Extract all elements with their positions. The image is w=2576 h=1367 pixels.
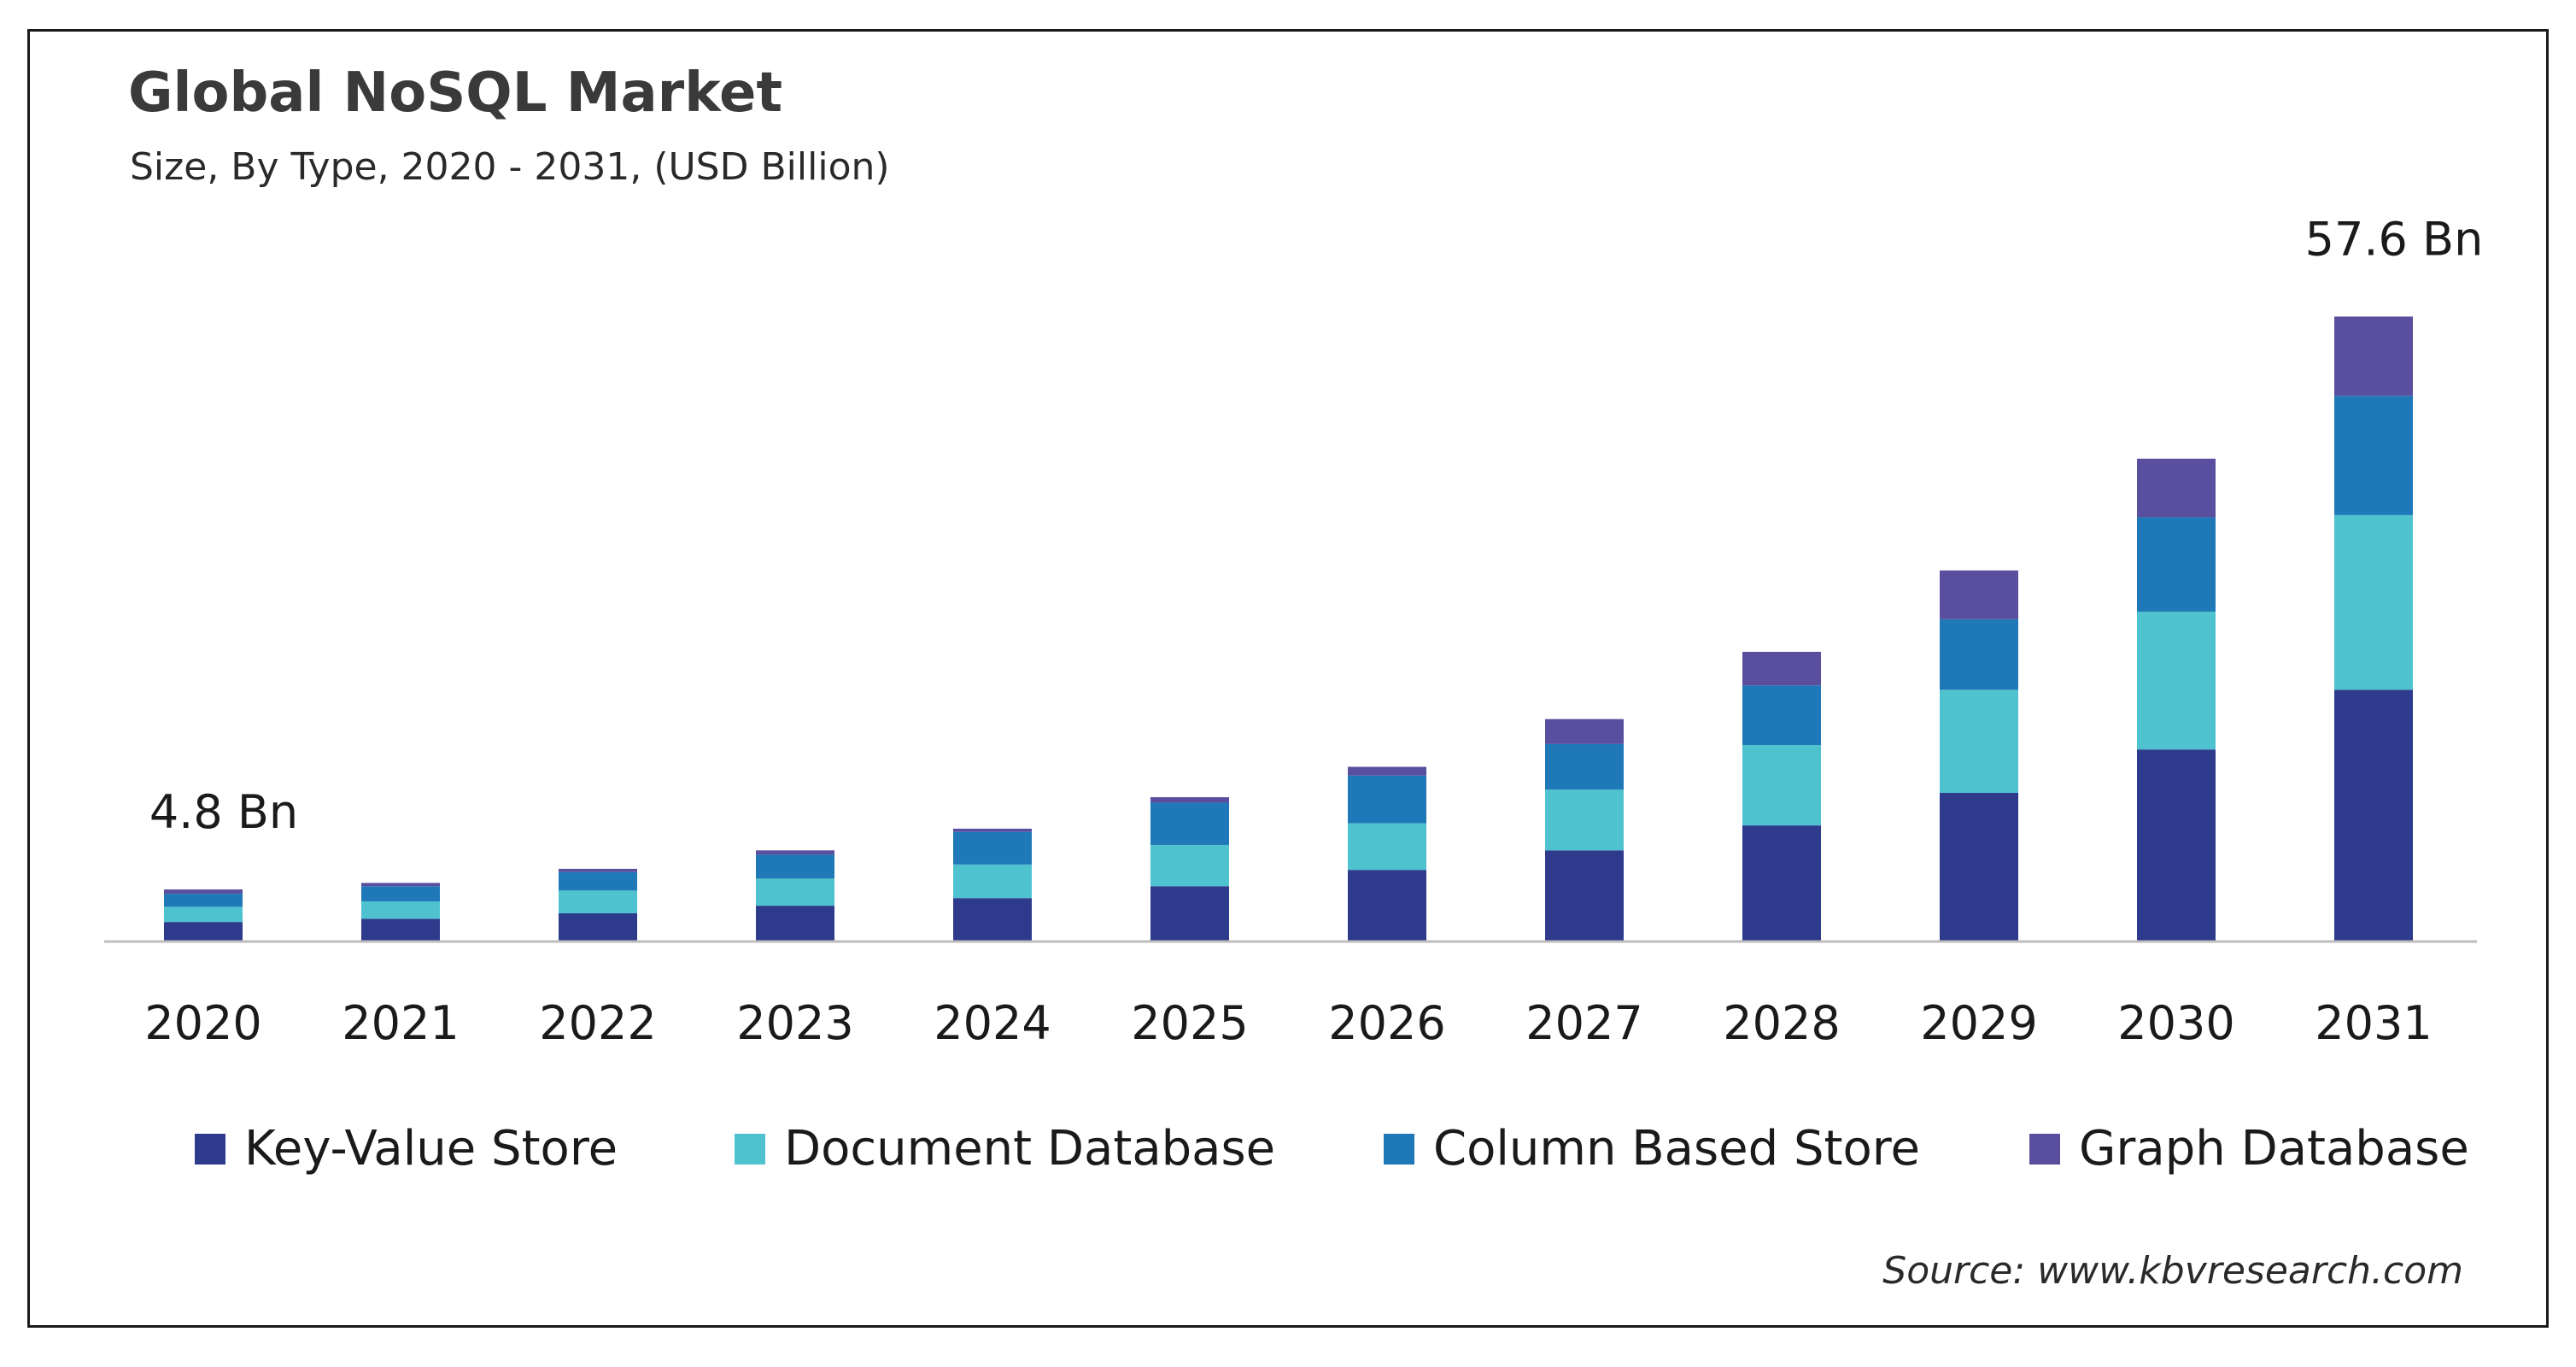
bar-segment-2025-document-database xyxy=(1150,844,1229,887)
bar-segment-2027-graph-database xyxy=(1545,719,1624,744)
bar-segment-2031-column-based-store xyxy=(2334,396,2413,515)
bar-segment-2020-key-value-store xyxy=(164,922,243,942)
bar-segment-2028-document-database xyxy=(1742,745,1821,826)
legend-item-column-based-store: Column Based Store xyxy=(1384,1121,1920,1176)
bar-segment-2022-key-value-store xyxy=(559,912,637,942)
bar-segment-2031-document-database xyxy=(2334,514,2413,690)
bar-segment-2022-document-database xyxy=(559,890,637,913)
x-tick-label-2020: 2020 xyxy=(144,996,261,1050)
bar-segment-2022-graph-database xyxy=(559,868,637,872)
bar-segment-2021-key-value-store xyxy=(361,918,440,942)
bar-segment-2024-column-based-store xyxy=(953,831,1032,865)
bar-segment-2021-graph-database xyxy=(361,883,440,887)
bar-segment-2026-document-database xyxy=(1348,823,1426,871)
bar-segment-2021-column-based-store xyxy=(361,886,440,902)
bar-segment-2021-document-database xyxy=(361,901,440,919)
bar-segment-2025-column-based-store xyxy=(1150,802,1229,845)
bar-segment-2028-graph-database xyxy=(1742,651,1821,686)
data-label-2031: 57.6 Bn xyxy=(2305,212,2484,266)
stacked-bar-chart: 2020 2021 2022 2023 2024 2025 2026 2027 2028 2029… xyxy=(104,212,2484,1050)
bar-segment-2030-key-value-store xyxy=(2137,749,2216,942)
bar-segment-2029-key-value-store xyxy=(1940,793,2018,942)
bar-segment-2026-graph-database xyxy=(1348,766,1426,776)
x-tick-label-2028: 2028 xyxy=(1723,996,1840,1050)
chart-subtitle: Size, By Type, 2020 - 2031, (USD Billion… xyxy=(130,145,890,189)
bar-segment-2027-document-database xyxy=(1545,789,1624,851)
bar-segment-2031-key-value-store xyxy=(2334,689,2413,942)
x-tick-label-2023: 2023 xyxy=(736,996,853,1050)
x-tick-label-2029: 2029 xyxy=(1920,996,2037,1050)
x-tick-label-2022: 2022 xyxy=(539,996,656,1050)
bar-segment-2029-column-based-store xyxy=(1940,619,2018,690)
bar-segment-2028-column-based-store xyxy=(1742,685,1821,746)
legend-label: Graph Database xyxy=(2079,1121,2469,1176)
legend-swatch xyxy=(2029,1133,2060,1165)
x-tick-label-2026: 2026 xyxy=(1328,996,1445,1050)
legend-label: Column Based Store xyxy=(1433,1121,1920,1176)
legend-label: Key-Value Store xyxy=(244,1121,618,1176)
bar-segment-2020-graph-database xyxy=(164,889,243,895)
legend-swatch xyxy=(1384,1133,1414,1165)
data-label-2020: 4.8 Bn xyxy=(149,785,298,839)
legend-swatch xyxy=(735,1133,765,1165)
x-tick-label-2024: 2024 xyxy=(934,996,1051,1050)
bar-segment-2023-graph-database xyxy=(756,850,834,855)
bar-segment-2028-key-value-store xyxy=(1742,825,1821,942)
chart-title: Global NoSQL Market xyxy=(128,62,783,125)
x-tick-label-2021: 2021 xyxy=(342,996,459,1050)
legend-label: Document Database xyxy=(784,1121,1276,1176)
bar-segment-2022-column-based-store xyxy=(559,871,637,891)
chart-frame xyxy=(27,29,2549,1328)
bar-segment-2020-column-based-store xyxy=(164,894,243,907)
x-tick-labels: 2020 2021 2022 2023 2024 2025 2026 2027 2028 2029… xyxy=(144,996,2432,1050)
bar-segment-2023-key-value-store xyxy=(756,906,834,942)
bar-segment-2027-column-based-store xyxy=(1545,743,1624,790)
bar-segment-2030-document-database xyxy=(2137,611,2216,750)
bar-segment-2030-column-based-store xyxy=(2137,517,2216,612)
data-labels: 4.8 Bn 57.6 Bn xyxy=(149,212,2484,839)
x-tick-label-2027: 2027 xyxy=(1525,996,1642,1050)
bar-segment-2023-document-database xyxy=(756,878,834,906)
legend-item-key-value-store: Key-Value Store xyxy=(195,1121,618,1176)
bar-segment-2029-document-database xyxy=(1940,689,2018,794)
bar-segment-2030-graph-database xyxy=(2137,458,2216,518)
bar-segment-2024-key-value-store xyxy=(953,898,1032,942)
bar-segment-2031-graph-database xyxy=(2334,316,2413,396)
x-tick-label-2030: 2030 xyxy=(2117,996,2234,1050)
bar-segment-2020-document-database xyxy=(164,906,243,923)
source-note: Source: www.kbvresearch.com xyxy=(1882,1249,2463,1293)
bar-segment-2026-key-value-store xyxy=(1348,870,1426,942)
bar-segment-2029-graph-database xyxy=(1940,570,2018,619)
bar-segment-2024-document-database xyxy=(953,864,1032,899)
legend-item-graph-database: Graph Database xyxy=(2029,1121,2469,1176)
bar-segment-2026-column-based-store xyxy=(1348,775,1426,824)
bars-layer xyxy=(164,316,2413,942)
legend: Key-Value Store Document Database Column B… xyxy=(0,1121,2576,1189)
x-tick-label-2025: 2025 xyxy=(1131,996,1248,1050)
bar-segment-2024-graph-database xyxy=(953,828,1032,832)
bar-segment-2023-column-based-store xyxy=(756,854,834,879)
x-tick-label-2031: 2031 xyxy=(2315,996,2432,1050)
bar-segment-2025-graph-database xyxy=(1150,797,1229,803)
legend-item-document-database: Document Database xyxy=(735,1121,1275,1176)
legend-swatch xyxy=(195,1133,225,1165)
bar-segment-2027-key-value-store xyxy=(1545,850,1624,942)
bar-segment-2025-key-value-store xyxy=(1150,886,1229,942)
